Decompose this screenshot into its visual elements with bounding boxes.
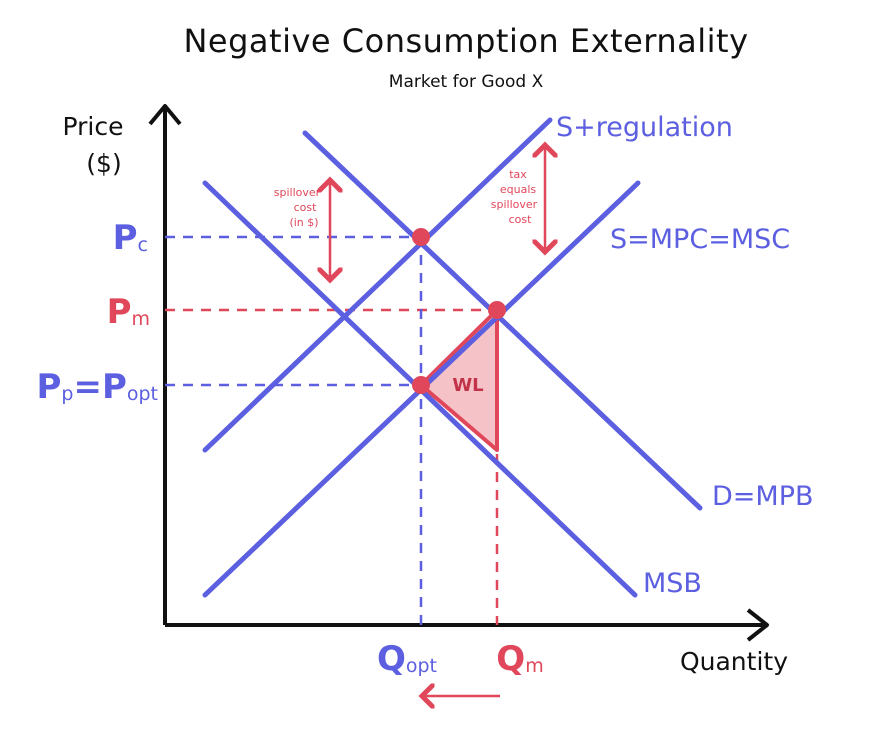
point-regulated-equilibrium — [412, 228, 430, 246]
point-market-equilibrium — [488, 301, 506, 319]
tax-line3: spillover — [491, 198, 538, 211]
s-regulation-label: S+regulation — [556, 112, 733, 143]
price-tick-pm: Pm — [107, 292, 150, 332]
y-axis-label: Price — [63, 112, 124, 141]
tax-line4: cost — [509, 213, 533, 226]
quantity-tick-qm: Qm — [496, 639, 543, 679]
quantity-tick-qopt: Qopt — [377, 639, 437, 679]
welfare-loss-triangle — [419, 308, 499, 452]
msb-label: MSB — [643, 568, 702, 599]
price-tick-pc: Pc — [113, 218, 148, 258]
y-axis-unit: ($) — [86, 149, 121, 178]
x-axis-arrowhead — [746, 608, 769, 642]
spillover-cost-line1: spillover — [274, 186, 321, 199]
axes — [148, 104, 769, 642]
x-axis-label: Quantity — [680, 647, 788, 676]
point-optimal-equilibrium — [412, 376, 430, 394]
y-axis-arrowhead — [148, 104, 182, 126]
chart-subtitle: Market for Good X — [389, 72, 544, 92]
price-tick-popt: Pp=Popt — [36, 367, 158, 407]
s-mpc-msc-label: S=MPC=MSC — [610, 224, 790, 255]
tax-line1: tax — [509, 168, 527, 181]
d-mpb-label: D=MPB — [712, 481, 814, 512]
guide-lines — [165, 235, 499, 625]
tax-line2: equals — [500, 183, 537, 196]
chart-title: Negative Consumption Externality — [183, 22, 748, 60]
spillover-cost-line3: (in $) — [289, 216, 318, 229]
supply-regulation-curve — [202, 117, 553, 453]
demand-mpb-curve — [302, 130, 703, 511]
spillover-cost-line2: cost — [294, 201, 318, 214]
welfare-loss-label: WL — [452, 375, 483, 396]
